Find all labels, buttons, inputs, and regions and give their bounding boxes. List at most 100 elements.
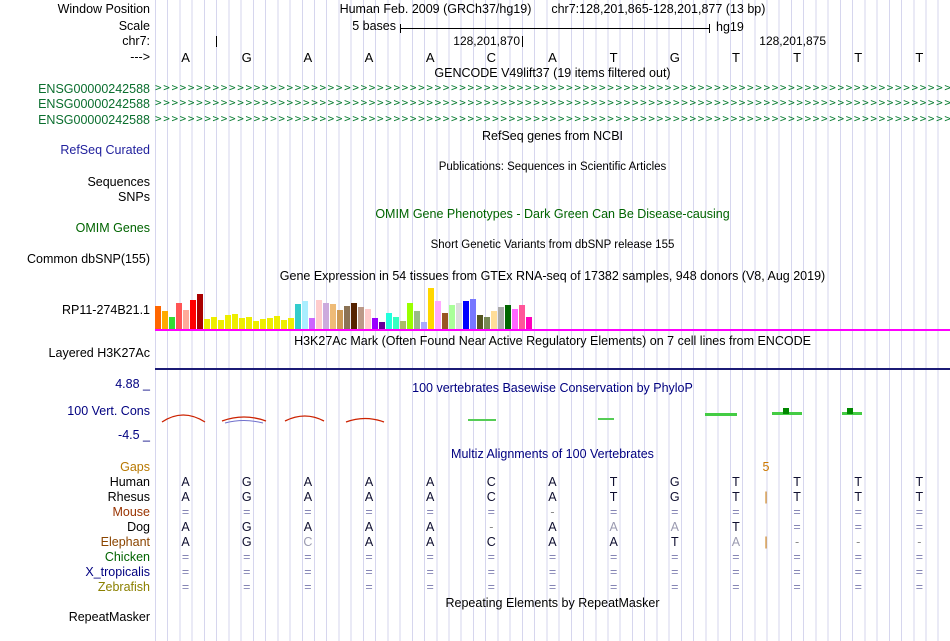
align-cell: =: [609, 580, 618, 594]
align-label-chicken[interactable]: Chicken: [104, 550, 150, 564]
align-cell: =: [671, 580, 679, 594]
align-cell: =: [487, 580, 495, 594]
ruler-tick-label: 128,201,875: [759, 34, 826, 48]
align-cell: =: [793, 505, 801, 519]
align-cell: =: [243, 565, 251, 579]
align-cell: T: [854, 475, 863, 489]
track-title-dbsnp[interactable]: Short Genetic Variants from dbSNP releas…: [430, 239, 675, 251]
base-letter: T: [854, 50, 863, 65]
align-cell: -: [794, 535, 800, 549]
ruler-tick: [522, 36, 523, 47]
align-label-dog[interactable]: Dog: [127, 520, 150, 534]
align-cell: =: [732, 580, 740, 594]
gtex-bar: [155, 306, 161, 330]
align-cell: C: [486, 535, 496, 549]
track-label-snps[interactable]: SNPs: [118, 190, 150, 204]
track-label-repeatmasker[interactable]: RepeatMasker: [68, 610, 150, 624]
gtex-bar: [316, 300, 322, 330]
gtex-bar: [372, 318, 378, 330]
base-letter: A: [548, 50, 557, 65]
gtex-bar: [498, 307, 504, 330]
transcript-label[interactable]: ENSG00000242588: [38, 82, 150, 96]
track-title-multiz[interactable]: Multiz Alignments of 100 Vertebrates: [451, 447, 654, 461]
align-cell: =: [243, 580, 251, 594]
align-label-elephant[interactable]: Elephant: [100, 535, 150, 549]
align-cell: =: [915, 520, 924, 534]
gtex-bar: [274, 316, 280, 330]
align-cell: =: [181, 550, 190, 564]
gtex-bar: [344, 306, 350, 330]
track-label-phylop[interactable]: 100 Vert. Cons: [67, 404, 150, 418]
align-cell: =: [304, 565, 312, 579]
align-cell: =: [304, 580, 312, 594]
track-label-dbsnp[interactable]: Common dbSNP(155): [27, 252, 150, 266]
align-cell: -: [550, 505, 555, 519]
phylop-max-value: 4.88 _: [115, 377, 150, 391]
track-label-gtex-gene[interactable]: RP11-274B21.1: [61, 303, 150, 317]
phylop-wiggle: [155, 378, 950, 440]
align-cell: =: [854, 565, 862, 579]
gtex-bar: [260, 319, 266, 330]
gtex-bar: [428, 288, 434, 330]
gencode-transcript-line[interactable]: >>>>>>>>>>>>>>>>>>>>>>>>>>>>>>>>>>>>>>>>…: [155, 82, 950, 94]
gtex-bar: [267, 318, 273, 330]
align-cell: A: [303, 490, 313, 504]
align-cell: 5: [762, 460, 770, 474]
gtex-bar: [190, 300, 196, 330]
track-label-omim[interactable]: OMIM Genes: [75, 221, 150, 235]
align-label-human[interactable]: Human: [109, 475, 150, 489]
gtex-bar: [358, 307, 364, 330]
phylop-min-value: -4.5 _: [118, 428, 150, 442]
track-title-gencode[interactable]: GENCODE V49lift37 (19 items filtered out…: [434, 66, 671, 80]
base-letter: G: [669, 50, 680, 65]
gtex-bar-chart[interactable]: [155, 288, 950, 330]
track-title-refseq[interactable]: RefSeq genes from NCBI: [481, 129, 624, 143]
align-cell: T: [732, 520, 740, 534]
align-label-gaps[interactable]: Gaps: [120, 460, 150, 474]
gtex-bar: [239, 318, 245, 330]
track-label-h3k27ac[interactable]: Layered H3K27Ac: [48, 346, 150, 360]
track-title-gtex[interactable]: Gene Expression in 54 tissues from GTEx …: [279, 269, 826, 283]
gtex-bar: [183, 310, 189, 330]
align-cell: =: [487, 505, 495, 519]
align-cell: =: [426, 505, 434, 519]
gtex-bar: [456, 303, 462, 330]
gtex-baseline: [155, 329, 950, 331]
align-cell: =: [732, 505, 740, 519]
align-label-mouse[interactable]: Mouse: [112, 505, 150, 519]
gtex-bar: [204, 319, 210, 330]
align-cell: |: [764, 490, 768, 504]
align-cell: A: [181, 520, 190, 534]
track-label-refseq-curated[interactable]: RefSeq Curated: [60, 143, 150, 157]
base-gridlines: [155, 0, 950, 641]
align-label-zebrafish[interactable]: Zebrafish: [97, 580, 150, 594]
track-label-sequences[interactable]: Sequences: [87, 175, 150, 189]
align-cell: A: [364, 535, 374, 549]
gtex-bar: [512, 309, 518, 330]
track-title-h3k27ac[interactable]: H3K27Ac Mark (Often Found Near Active Re…: [294, 334, 811, 348]
align-cell: G: [241, 475, 252, 489]
align-cell: =: [732, 565, 740, 579]
gtex-bar: [393, 317, 399, 330]
track-title-phylop[interactable]: 100 vertebrates Basewise Conservation by…: [412, 381, 693, 395]
gencode-transcript-line[interactable]: >>>>>>>>>>>>>>>>>>>>>>>>>>>>>>>>>>>>>>>>…: [155, 97, 950, 109]
align-cell: =: [671, 505, 679, 519]
gtex-bar: [162, 311, 168, 330]
transcript-label[interactable]: ENSG00000242588: [38, 113, 150, 127]
align-cell: =: [793, 565, 801, 579]
align-cell: A: [303, 520, 313, 534]
gtex-bar: [400, 321, 406, 330]
align-label-rhesus[interactable]: Rhesus: [107, 490, 150, 504]
align-cell: =: [915, 580, 924, 594]
track-title-repeatmasker[interactable]: Repeating Elements by RepeatMasker: [445, 596, 660, 610]
gtex-bar: [414, 311, 420, 330]
transcript-label[interactable]: ENSG00000242588: [38, 97, 150, 111]
align-label-x_tropicalis[interactable]: X_tropicalis: [85, 565, 150, 579]
align-cell: =: [548, 565, 557, 579]
gtex-bar: [526, 317, 532, 330]
align-cell: A: [426, 535, 435, 549]
track-title-publications[interactable]: Publications: Sequences in Scientific Ar…: [438, 161, 667, 173]
align-cell: =: [548, 550, 557, 564]
track-title-omim[interactable]: OMIM Gene Phenotypes - Dark Green Can Be…: [375, 207, 730, 221]
gencode-transcript-line[interactable]: >>>>>>>>>>>>>>>>>>>>>>>>>>>>>>>>>>>>>>>>…: [155, 113, 950, 125]
